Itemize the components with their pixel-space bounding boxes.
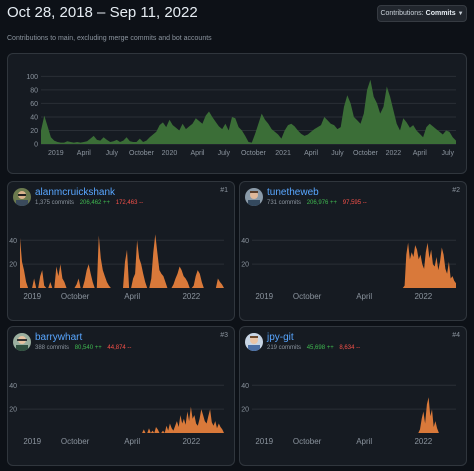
x-tick-label: July	[106, 150, 119, 157]
rank-badge: #1	[220, 187, 228, 194]
contributor-stats: 1,375 commits 206,462 ++ 172,463 --	[35, 200, 143, 206]
x-tick-label: 2020	[162, 150, 178, 157]
contributor-card: jpy-git 219 commits 45,698 ++ 8,634 -- #…	[239, 326, 467, 466]
commit-count: 388 commits	[35, 345, 70, 351]
dropdown-value: Commits	[425, 10, 456, 17]
y-tick-label: 20	[9, 262, 17, 269]
contributor-commits-chart: 20 40 2019 October April 2022	[9, 383, 224, 446]
y-tick-label: 20	[241, 407, 249, 414]
y-tick-label: 40	[241, 238, 249, 245]
contributor-name[interactable]: tunetheweb	[267, 187, 319, 198]
commit-count: 1,375 commits	[35, 200, 75, 206]
y-tick-label: 80	[30, 87, 38, 94]
x-tick-label: 2022	[182, 437, 200, 446]
x-tick-label: April	[77, 150, 91, 157]
contributor-name[interactable]: barrywhart	[35, 332, 83, 343]
contributor-stats: 731 commits 206,976 ++ 97,595 --	[267, 200, 367, 206]
x-tick-label: October	[61, 437, 90, 446]
y-tick-label: 100	[26, 74, 38, 81]
x-tick-label: July	[442, 150, 455, 157]
x-tick-label: October	[241, 150, 267, 157]
commits-area-series	[41, 79, 456, 144]
avatar[interactable]	[245, 333, 263, 351]
x-tick-label: April	[124, 437, 140, 446]
y-tick-label: 40	[9, 238, 17, 245]
x-tick-label: 2019	[48, 150, 64, 157]
x-tick-label: 2019	[255, 292, 273, 301]
rank-badge: #2	[452, 187, 460, 194]
commits-area-series	[252, 242, 456, 288]
commits-area-series	[20, 406, 224, 433]
x-tick-label: October	[293, 437, 322, 446]
y-tick-label: 40	[30, 114, 38, 121]
additions-count: 45,698 ++	[306, 345, 334, 351]
additions-count: 206,976 ++	[306, 200, 338, 206]
y-tick-label: 20	[241, 262, 249, 269]
x-tick-label: April	[413, 150, 427, 157]
contributor-commits-chart: 20 40 2019 October April 2022	[9, 234, 224, 301]
avatar[interactable]	[13, 188, 31, 206]
x-tick-label: 2022	[182, 292, 200, 301]
contributor-card: alanmcruickshank 1,375 commits 206,462 +…	[7, 181, 235, 321]
y-tick-label: 20	[30, 128, 38, 135]
x-tick-label: 2019	[23, 437, 41, 446]
deletions-count: 8,634 --	[339, 345, 361, 351]
contributor-commits-chart: 20 40 2019 October April 2022	[241, 383, 456, 446]
avatar[interactable]	[13, 333, 31, 351]
overall-chart-panel: 0 20 40 60 80 100 2019 April July October 2020 Apri…	[7, 53, 467, 174]
overall-commits-chart: 0 20 40 60 80 100 2019 April July October 2020 Apri…	[26, 74, 456, 157]
x-tick-label: 2022	[386, 150, 402, 157]
x-tick-label: 2021	[275, 150, 291, 157]
rank-badge: #4	[452, 332, 460, 339]
x-tick-label: October	[353, 150, 379, 157]
commit-count: 219 commits	[267, 345, 302, 351]
x-tick-label: April	[124, 292, 140, 301]
y-tick-label: 40	[241, 383, 249, 390]
dropdown-prefix: Contributions:	[380, 10, 424, 17]
additions-count: 80,540 ++	[74, 345, 102, 351]
contributor-stats: 388 commits 80,540 ++ 44,874 --	[35, 345, 131, 351]
caret-down-icon: ▼	[457, 10, 464, 17]
avatar[interactable]	[245, 188, 263, 206]
deletions-count: 44,874 --	[107, 345, 132, 351]
x-tick-label: July	[331, 150, 344, 157]
contributor-commits-chart: 20 40 2019 October April 2022	[241, 238, 456, 301]
x-tick-label: April	[304, 150, 318, 157]
x-tick-label: 2019	[23, 292, 41, 301]
contributor-card: barrywhart 388 commits 80,540 ++ 44,874 …	[7, 326, 235, 466]
commits-area-series	[252, 397, 456, 433]
x-tick-label: 2019	[255, 437, 273, 446]
x-tick-label: April	[190, 150, 204, 157]
x-tick-label: October	[293, 292, 322, 301]
x-tick-label: October	[61, 292, 90, 301]
commit-count: 731 commits	[267, 200, 302, 206]
commits-area-series	[20, 234, 224, 288]
y-tick-label: 20	[9, 407, 17, 414]
contributor-card: tunetheweb 731 commits 206,976 ++ 97,595…	[239, 181, 467, 321]
page-subtitle: Contributions to main, excluding merge c…	[7, 35, 212, 42]
x-tick-label: 2022	[414, 292, 432, 301]
rank-badge: #3	[220, 332, 228, 339]
contributions-dropdown[interactable]: Contributions: Commits ▼	[377, 5, 467, 22]
x-tick-label: October	[129, 150, 155, 157]
contributor-name[interactable]: alanmcruickshank	[35, 187, 116, 198]
additions-count: 206,462 ++	[79, 200, 111, 206]
contributor-name[interactable]: jpy-git	[267, 332, 294, 343]
deletions-count: 97,595 --	[342, 200, 367, 206]
x-tick-label: 2022	[414, 437, 432, 446]
deletions-count: 172,463 --	[115, 200, 144, 206]
x-tick-label: April	[356, 437, 372, 446]
page-title: Oct 28, 2018 – Sep 11, 2022	[7, 4, 198, 21]
y-tick-label: 60	[30, 101, 38, 108]
contributor-stats: 219 commits 45,698 ++ 8,634 --	[267, 345, 360, 351]
x-tick-label: July	[218, 150, 231, 157]
x-tick-label: April	[356, 292, 372, 301]
y-tick-label: 40	[9, 383, 17, 390]
y-tick-label: 0	[34, 142, 38, 149]
